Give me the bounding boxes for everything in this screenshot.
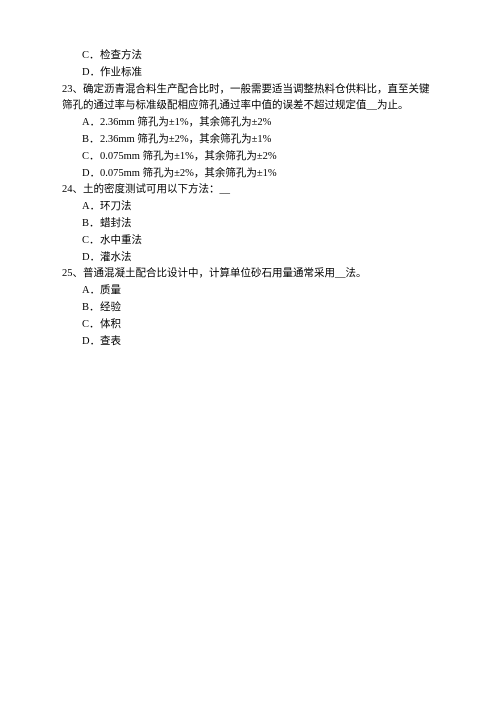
option-text: 环刀法 <box>100 201 132 212</box>
prev-option-c: C．检查方法 <box>62 48 438 65</box>
q23-option-d: D．0.075mm 筛孔为±2%，其余筛孔为±1% <box>62 166 438 183</box>
option-letter: D． <box>82 166 100 183</box>
option-text: 2.36mm 筛孔为±1%，其余筛孔为±2% <box>100 117 271 128</box>
option-letter: D． <box>82 250 100 267</box>
option-letter: D． <box>82 334 100 351</box>
question-25: 25、普通混凝土配合比设计中，计算单位砂石用量通常采用__法。 <box>62 266 438 283</box>
q25-option-a: A．质量 <box>62 283 438 300</box>
option-text: 体积 <box>100 319 121 330</box>
option-text: 水中重法 <box>100 235 142 246</box>
option-text: 2.36mm 筛孔为±2%，其余筛孔为±1% <box>100 134 271 145</box>
option-text: 作业标准 <box>100 67 142 78</box>
q24-option-a: A．环刀法 <box>62 199 438 216</box>
q24-option-c: C．水中重法 <box>62 233 438 250</box>
question-24: 24、土的密度测试可用以下方法：__ <box>62 182 438 199</box>
option-letter: B． <box>82 132 100 149</box>
option-text: 经验 <box>100 302 121 313</box>
option-text: 检查方法 <box>100 50 142 61</box>
option-text: 质量 <box>100 285 121 296</box>
option-letter: D． <box>82 65 100 82</box>
option-text: 灌水法 <box>100 252 132 263</box>
option-letter: C． <box>82 233 100 250</box>
q23-option-b: B．2.36mm 筛孔为±2%，其余筛孔为±1% <box>62 132 438 149</box>
option-letter: A． <box>82 115 100 132</box>
q23-option-c: C．0.075mm 筛孔为±1%，其余筛孔为±2% <box>62 149 438 166</box>
q23-option-a: A．2.36mm 筛孔为±1%，其余筛孔为±2% <box>62 115 438 132</box>
option-text: 查表 <box>100 336 121 347</box>
option-letter: C． <box>82 48 100 65</box>
option-text: 0.075mm 筛孔为±1%，其余筛孔为±2% <box>100 151 277 162</box>
option-letter: C． <box>82 149 100 166</box>
option-text: 0.075mm 筛孔为±2%，其余筛孔为±1% <box>100 168 277 179</box>
q25-option-b: B．经验 <box>62 300 438 317</box>
document-page: C．检查方法 D．作业标准 23、确定沥青混合料生产配合比时，一般需要适当调整热… <box>0 0 500 390</box>
question-23-line2: 筛孔的通过率与标准级配相应筛孔通过率中值的误差不超过规定值__为止。 <box>62 98 438 115</box>
option-letter: B． <box>82 300 100 317</box>
option-letter: A． <box>82 199 100 216</box>
option-letter: A． <box>82 283 100 300</box>
option-letter: C． <box>82 317 100 334</box>
q25-option-d: D．查表 <box>62 334 438 351</box>
q24-option-b: B．蜡封法 <box>62 216 438 233</box>
q24-option-d: D．灌水法 <box>62 250 438 267</box>
prev-option-d: D．作业标准 <box>62 65 438 82</box>
q25-option-c: C．体积 <box>62 317 438 334</box>
option-letter: B． <box>82 216 100 233</box>
question-23-line1: 23、确定沥青混合料生产配合比时，一般需要适当调整热料仓供料比，直至关键 <box>62 82 438 99</box>
option-text: 蜡封法 <box>100 218 132 229</box>
